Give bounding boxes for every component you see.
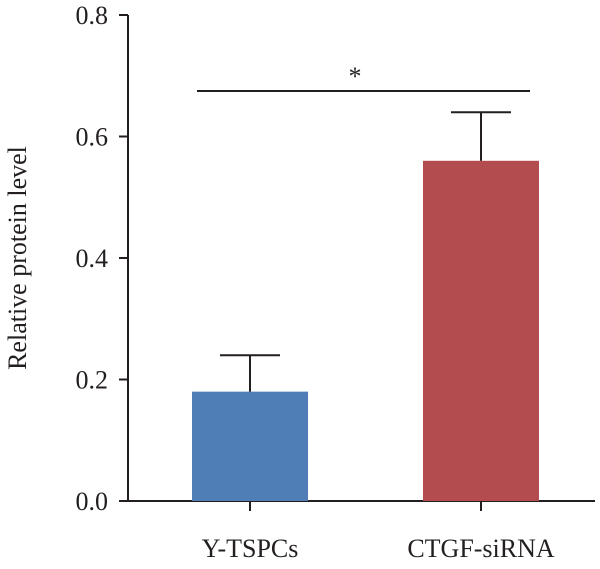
y-tick-label: 0.2 — [76, 366, 109, 395]
bar-1 — [192, 391, 308, 501]
x-tick-label: Y-TSPCs — [202, 534, 299, 563]
significance-marker: * — [349, 62, 362, 91]
y-ticks: 0.0 0.2 0.4 0.6 0.8 — [76, 1, 128, 516]
x-tick-label: CTGF-siRNA — [407, 534, 555, 563]
y-tick-label: 0.4 — [76, 244, 109, 273]
significance-bracket: * — [197, 62, 530, 92]
x-tick-labels: Y-TSPCs CTGF-siRNA — [202, 501, 555, 563]
error-bars — [220, 111, 511, 392]
y-tick-label: 0.0 — [76, 487, 109, 516]
y-tick-label: 0.8 — [76, 1, 109, 30]
bars — [192, 160, 539, 502]
bar-2 — [423, 160, 539, 502]
y-axis-title: Relative protein level — [3, 146, 32, 370]
y-tick-label: 0.6 — [76, 123, 109, 152]
